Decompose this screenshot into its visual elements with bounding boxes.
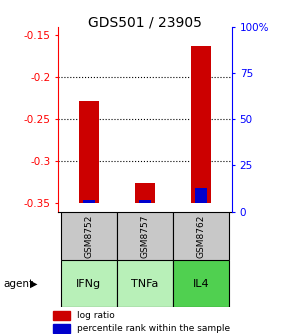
Text: percentile rank within the sample: percentile rank within the sample xyxy=(77,324,230,333)
Bar xyxy=(117,212,173,260)
Text: TNFa: TNFa xyxy=(131,279,159,289)
Text: GDS501 / 23905: GDS501 / 23905 xyxy=(88,15,202,29)
Bar xyxy=(53,324,70,333)
Text: GSM8752: GSM8752 xyxy=(84,214,93,258)
Bar xyxy=(173,212,229,260)
Bar xyxy=(79,101,99,203)
Bar xyxy=(61,212,117,260)
Bar xyxy=(173,260,229,307)
Text: IL4: IL4 xyxy=(193,279,209,289)
Text: IFNg: IFNg xyxy=(76,279,102,289)
Bar xyxy=(135,183,155,203)
Text: GSM8762: GSM8762 xyxy=(197,214,206,258)
Text: log ratio: log ratio xyxy=(77,311,115,320)
Text: GSM8757: GSM8757 xyxy=(140,214,150,258)
Bar xyxy=(139,200,151,203)
Bar xyxy=(117,260,173,307)
Bar xyxy=(191,46,211,203)
Text: ▶: ▶ xyxy=(30,279,37,289)
Bar xyxy=(83,200,95,203)
Bar xyxy=(53,311,70,320)
Bar xyxy=(61,260,117,307)
Text: agent: agent xyxy=(3,279,33,289)
Bar xyxy=(195,188,207,203)
